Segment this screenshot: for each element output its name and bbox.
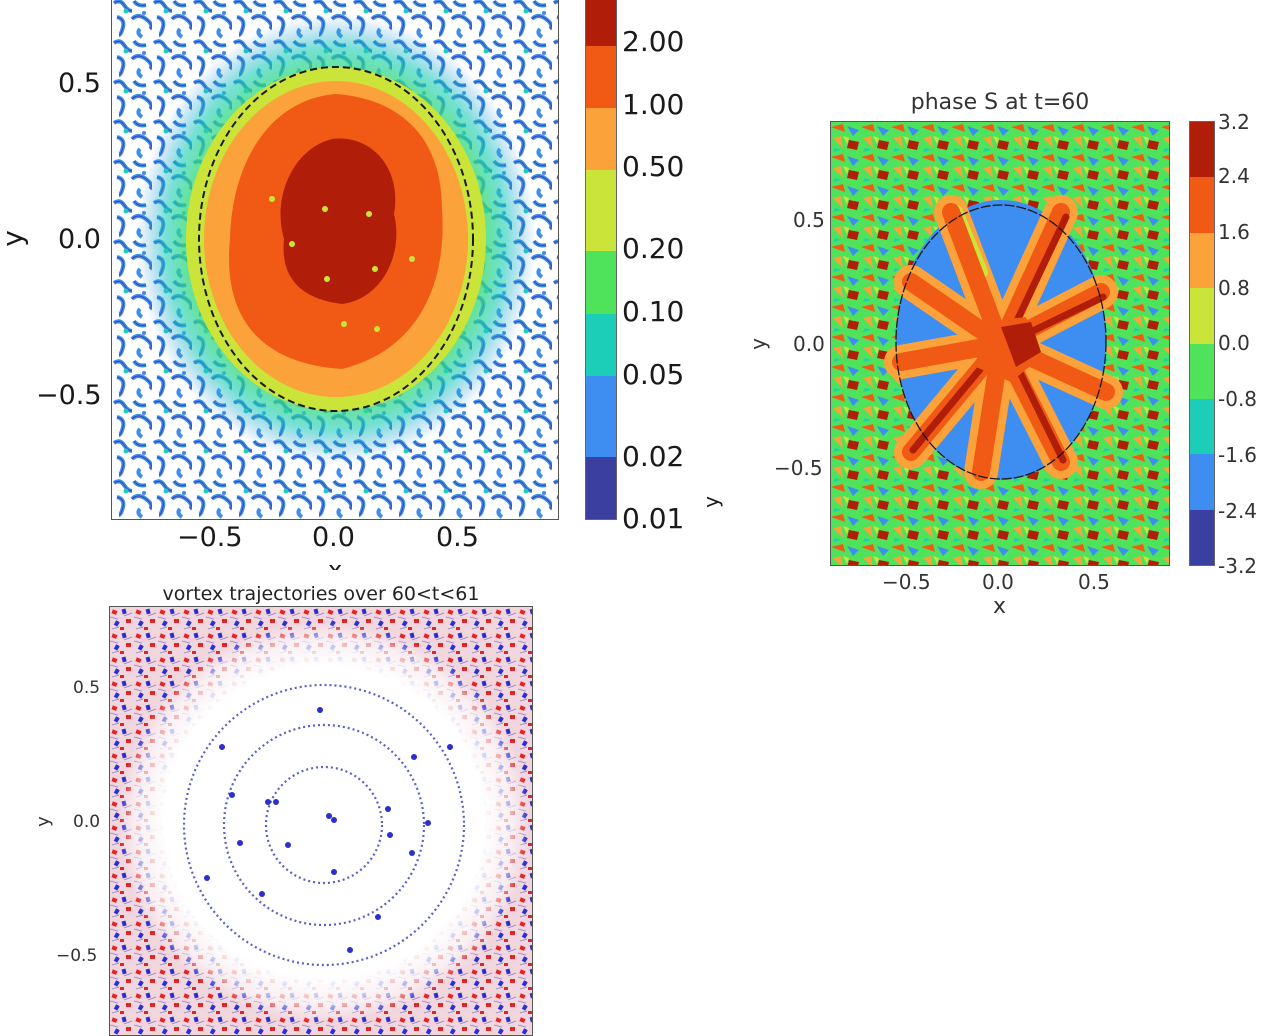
phase-plot-area — [830, 121, 1170, 566]
density-ytick-2: −0.5 — [36, 380, 102, 411]
density-colorbar — [585, 0, 617, 520]
density-plot-area — [111, 0, 559, 520]
density-ytick-1: 0.0 — [58, 224, 101, 255]
density-cbar-tick-5: 0.05 — [622, 358, 685, 391]
phase-cbar-tick-3: 0.8 — [1218, 276, 1250, 300]
phase-cbar-tick-0: 3.2 — [1218, 110, 1250, 134]
phase-cbar-tick-8: -3.2 — [1218, 554, 1258, 578]
vortex-ytick-1: 0.0 — [73, 812, 101, 832]
phase-ytick-2: −0.5 — [774, 456, 823, 480]
phase-xtick-2: 0.5 — [1078, 570, 1110, 594]
density-cbar-tick-2: 0.50 — [622, 150, 685, 183]
phase-cbar-tick-2: 1.6 — [1218, 220, 1250, 244]
phase-cbar-tick-4: 0.0 — [1218, 331, 1250, 355]
stray-ylabel: y — [698, 496, 723, 508]
vortex-ytick-0: 0.5 — [73, 678, 101, 698]
density-xlabel: x — [328, 556, 343, 570]
density-cbar-tick-4: 0.10 — [622, 295, 685, 328]
density-xtick-2: 0.5 — [436, 522, 479, 553]
vortex-ytick-2: −0.5 — [56, 946, 98, 966]
phase-cbar-tick-5: -0.8 — [1218, 387, 1258, 411]
vortex-trajectory-map — [110, 607, 532, 1035]
phase-ylabel: y — [745, 338, 770, 350]
vortex-plot-area — [109, 606, 533, 1036]
density-xtick-0: −0.5 — [177, 522, 243, 553]
density-cbar-tick-3: 0.20 — [622, 232, 685, 265]
phase-plot-title: phase S at t=60 — [910, 90, 1090, 115]
phase-cbar-tick-7: -2.4 — [1218, 499, 1258, 523]
vortex-ylabel: y — [32, 816, 54, 827]
phase-ytick-1: 0.0 — [793, 332, 825, 356]
density-xtick-1: 0.0 — [312, 522, 355, 553]
density-ylabel: y — [0, 230, 29, 247]
phase-cbar-tick-6: -1.6 — [1218, 443, 1258, 467]
phase-cbar-tick-1: 2.4 — [1218, 164, 1250, 188]
density-cbar-tick-7: 0.01 — [622, 502, 685, 535]
density-ytick-0: 0.5 — [58, 68, 101, 99]
phase-colorbar — [1189, 121, 1215, 566]
vortex-plot-title: vortex trajectories over 60<t<61 — [162, 583, 480, 605]
density-contour-map — [112, 0, 558, 519]
phase-xtick-1: 0.0 — [982, 570, 1014, 594]
phase-xtick-0: −0.5 — [882, 570, 931, 594]
phase-map — [831, 122, 1169, 565]
density-cbar-tick-1: 1.00 — [622, 88, 685, 121]
density-cbar-tick-6: 0.02 — [622, 440, 685, 473]
density-cbar-tick-0: 2.00 — [622, 25, 685, 58]
phase-ytick-0: 0.5 — [793, 208, 825, 232]
phase-xlabel: x — [993, 594, 1007, 619]
